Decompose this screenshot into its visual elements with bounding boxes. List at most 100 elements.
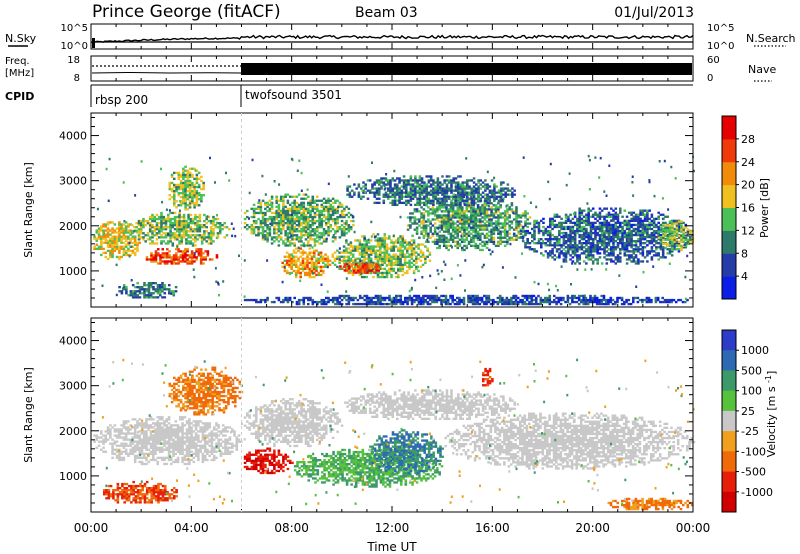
heatmap-cell <box>340 211 344 215</box>
heatmap-cell <box>603 235 606 239</box>
heatmap-cell <box>407 181 410 184</box>
heatmap-cell <box>293 244 296 247</box>
heatmap-cell <box>100 227 103 230</box>
heatmap-cell <box>163 252 167 255</box>
heatmap-cell <box>512 210 516 213</box>
heatmap-cell <box>160 211 163 215</box>
heatmap-cell <box>510 236 514 239</box>
heatmap-cell <box>643 235 647 239</box>
heatmap-cell <box>576 231 579 235</box>
heatmap-cell <box>111 237 114 240</box>
heatmap-cell <box>429 183 433 186</box>
heatmap-cell <box>166 252 169 255</box>
heatmap-cell <box>336 222 339 225</box>
heatmap-cell <box>454 230 457 233</box>
heatmap-cell <box>562 258 566 261</box>
heatmap-cell <box>657 238 660 241</box>
heatmap-cell <box>466 199 469 202</box>
heatmap-cell <box>188 181 192 185</box>
heatmap-cell <box>273 217 276 221</box>
heatmap-cell <box>203 238 206 241</box>
heatmap-cell <box>137 234 141 237</box>
heatmap-cell <box>139 236 143 239</box>
heatmap-cell <box>407 193 410 196</box>
heatmap-cell <box>316 199 319 202</box>
heatmap-cell <box>533 233 536 237</box>
heatmap-cell <box>391 179 395 182</box>
heatmap-cell <box>429 236 432 239</box>
heatmap-cell <box>598 238 602 241</box>
heatmap-cell <box>578 207 581 210</box>
heatmap-cell <box>409 179 413 182</box>
heatmap-cell <box>634 242 638 245</box>
heatmap-cell <box>304 273 307 277</box>
heatmap-cell <box>659 226 663 229</box>
heatmap-cell <box>508 216 511 219</box>
heatmap-cell <box>393 183 397 186</box>
heatmap-cell <box>300 203 303 207</box>
heatmap-cell <box>637 227 640 231</box>
heatmap-cell <box>266 203 269 207</box>
heatmap-cell <box>343 232 346 235</box>
heatmap-cell <box>378 181 381 184</box>
heatmap-cell <box>470 179 474 182</box>
heatmap-cell <box>264 230 267 233</box>
heatmap-cell <box>327 199 330 202</box>
heatmap-cell <box>317 261 321 265</box>
heatmap-cell <box>467 220 471 223</box>
heatmap-cell <box>295 234 299 237</box>
heatmap-cell <box>270 219 274 223</box>
heatmap-cell <box>293 205 296 209</box>
heatmap-cell <box>497 202 500 205</box>
heatmap-cell <box>374 261 377 265</box>
heatmap-cell <box>578 221 581 225</box>
heatmap-cell <box>357 193 361 196</box>
heatmap-cell <box>188 179 192 183</box>
freq-right-tick-top: 60 <box>707 55 720 66</box>
heatmap-cell <box>415 257 418 260</box>
heatmap-cell <box>474 246 478 250</box>
heatmap-cell <box>680 226 683 229</box>
heatmap-cell <box>379 298 382 302</box>
heatmap-cell <box>200 175 203 179</box>
heatmap-cell <box>553 225 557 229</box>
heatmap-cell <box>621 246 624 249</box>
heatmap-cell <box>488 189 492 192</box>
heatmap-cell <box>266 240 269 243</box>
heatmap-cell <box>373 201 376 205</box>
heatmap-cell <box>377 267 381 270</box>
heatmap-cell <box>410 239 414 242</box>
heatmap-cell <box>292 259 296 262</box>
heatmap-cell <box>381 302 385 306</box>
heatmap-cell <box>367 267 371 271</box>
heatmap-cell <box>195 256 198 259</box>
heatmap-cell <box>542 225 545 229</box>
heatmap-cell <box>125 292 128 295</box>
heatmap-cell <box>198 213 202 217</box>
heatmap-cell <box>443 179 446 182</box>
heatmap-cell <box>630 229 633 233</box>
heatmap-cell <box>195 173 199 177</box>
heatmap-cell <box>497 224 500 227</box>
heatmap-cell <box>184 202 187 205</box>
heatmap-cell <box>191 200 194 203</box>
heatmap-cell <box>398 187 401 190</box>
heatmap-cell <box>366 265 369 268</box>
heatmap-cell <box>537 225 541 229</box>
heatmap-cell <box>282 195 285 198</box>
heatmap-cell <box>320 213 324 217</box>
heatmap-cell <box>138 296 142 299</box>
heatmap-cell <box>302 203 306 207</box>
heatmap-cell <box>160 242 163 245</box>
heatmap-cell <box>136 241 139 244</box>
heatmap-cell <box>368 179 372 182</box>
heatmap-cell <box>158 230 161 233</box>
heatmap-cell <box>594 225 597 229</box>
heatmap-cell <box>424 240 428 244</box>
heatmap-cell <box>433 226 437 229</box>
heatmap-cell <box>671 242 674 246</box>
heatmap-cell <box>118 237 121 240</box>
heatmap-cell <box>133 226 136 229</box>
heatmap-cell <box>384 177 388 180</box>
heatmap-cell <box>403 263 407 267</box>
